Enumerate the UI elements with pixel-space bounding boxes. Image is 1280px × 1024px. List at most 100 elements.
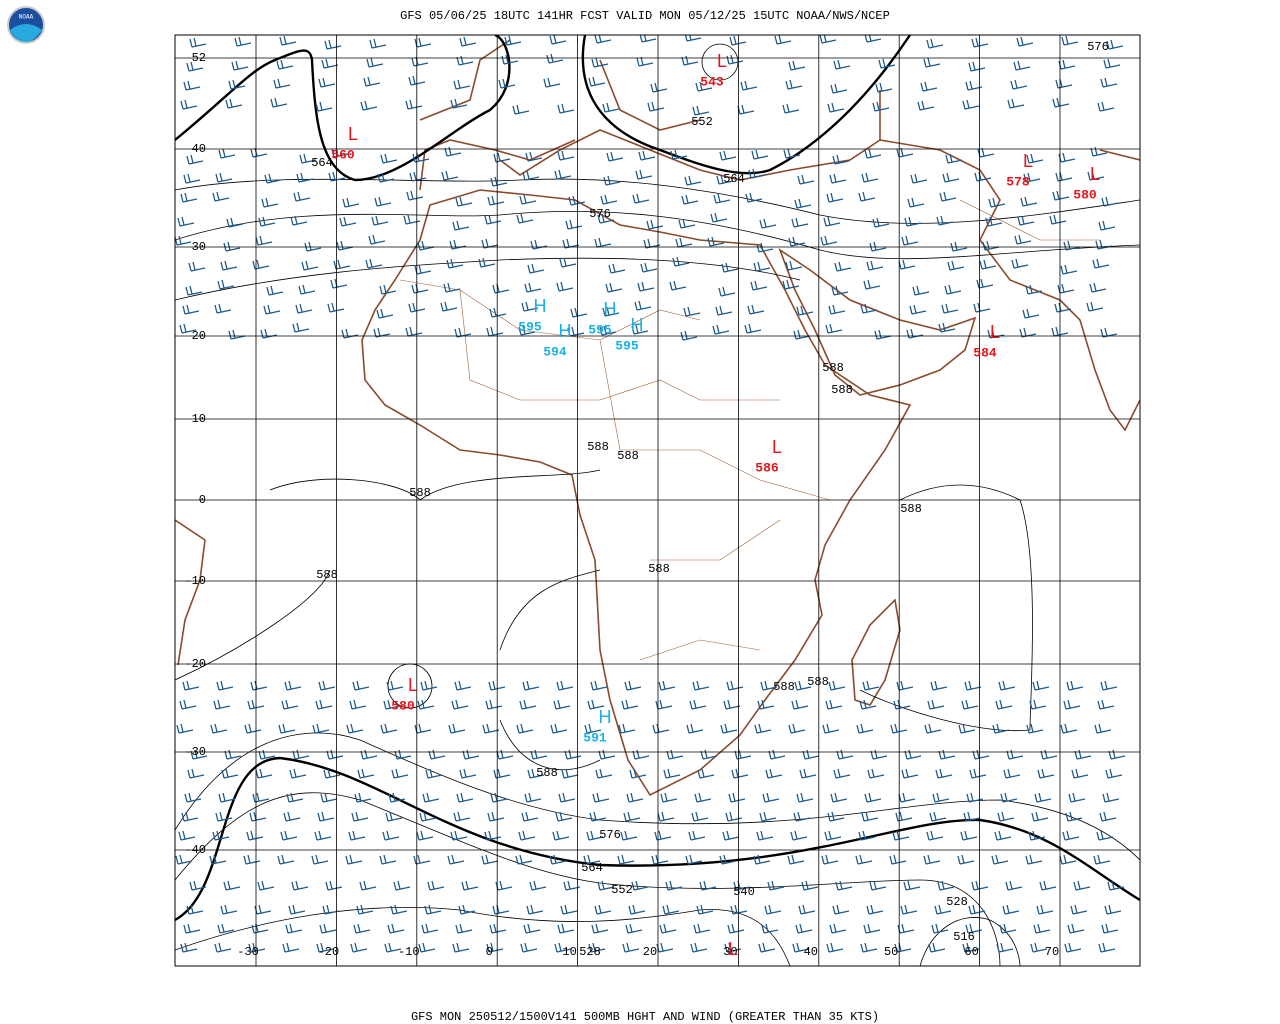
noaa-logo: NOAA: [7, 6, 45, 44]
wind-barb: [247, 699, 265, 710]
wind-barb: [934, 904, 952, 915]
wind-barb: [830, 792, 848, 803]
wind-barb: [594, 904, 612, 915]
wind-barb: [228, 79, 246, 90]
wind-barb: [366, 57, 384, 68]
wind-barb: [693, 923, 711, 934]
wind-barb: [878, 58, 896, 69]
wind-barb: [1092, 258, 1110, 269]
contour-label: 588: [822, 361, 844, 375]
wind-barb: [276, 59, 294, 70]
wind-barb: [1017, 215, 1035, 226]
wind-barb: [793, 329, 811, 340]
wind-barb: [1034, 792, 1052, 803]
wind-barb: [319, 923, 337, 934]
latitude-label: 0: [199, 493, 206, 507]
wind-barb: [669, 280, 687, 291]
wind-barb: [452, 220, 470, 231]
wind-barb: [441, 170, 459, 181]
wind-barb: [386, 680, 404, 691]
wind-barb: [1013, 60, 1031, 71]
wind-barb: [826, 942, 844, 953]
latitude-label: 30: [192, 240, 206, 254]
wind-barb: [421, 923, 439, 934]
wind-barb: [1106, 39, 1124, 50]
wind-barb: [760, 680, 778, 691]
wind-barb: [1103, 58, 1121, 69]
wind-barb: [226, 217, 244, 228]
wind-barb: [725, 811, 743, 822]
wind-barb: [214, 303, 232, 314]
wind-barb: [1105, 768, 1123, 779]
wind-barb: [450, 830, 468, 841]
wind-barb: [859, 699, 877, 710]
center-symbol: H: [559, 321, 572, 341]
wind-barb: [560, 904, 578, 915]
wind-barb: [866, 260, 884, 271]
longitude-label: 0: [486, 945, 493, 959]
wind-barb: [957, 854, 975, 865]
contour-label: 552: [691, 115, 713, 129]
wind-barb: [312, 723, 330, 734]
coastline-asia: [879, 139, 1140, 301]
wind-barb: [518, 325, 536, 336]
wind-barb: [289, 768, 307, 779]
wind-barb: [594, 237, 612, 248]
wind-barb: [589, 811, 607, 822]
wind-barb: [788, 60, 806, 71]
wind-barb: [264, 173, 282, 184]
wind-barb: [182, 304, 200, 315]
wind-barb: [336, 240, 354, 251]
wind-barb: [660, 792, 678, 803]
wind-barb: [320, 792, 338, 803]
wind-barb: [929, 811, 947, 822]
wind-barb: [527, 768, 545, 779]
wind-barb: [1101, 923, 1119, 934]
wind-barb: [557, 103, 575, 114]
wind-barb: [458, 904, 476, 915]
center-symbol: L: [717, 51, 727, 71]
wind-barb: [316, 942, 334, 953]
wind-barb: [493, 768, 511, 779]
center-value: 560: [331, 147, 355, 162]
wind-barb: [640, 262, 658, 273]
wind-barb: [797, 174, 815, 185]
wind-barb: [1066, 680, 1084, 691]
wind-barb: [213, 699, 231, 710]
wind-barb: [801, 880, 819, 891]
wind-barb: [314, 830, 332, 841]
wind-barb: [988, 197, 1006, 208]
wind-barb: [937, 880, 955, 891]
wind-barb: [932, 792, 950, 803]
wind-barbs: [175, 35, 1126, 953]
wind-barb: [383, 699, 401, 710]
contour-label: 588: [617, 449, 639, 463]
wind-barb: [1097, 101, 1115, 112]
wind-barb: [210, 723, 228, 734]
wind-barb: [351, 811, 369, 822]
wind-barb: [1093, 854, 1111, 865]
wind-barb: [971, 37, 989, 48]
wind-barb: [221, 768, 239, 779]
logo-text: NOAA: [19, 14, 34, 21]
wind-barb: [516, 723, 534, 734]
wind-barb: [999, 923, 1017, 934]
wind-barb: [369, 38, 387, 49]
wind-barb: [858, 191, 876, 202]
wind-barb: [515, 854, 533, 865]
coastline-madagascar: [851, 598, 901, 706]
wind-barb: [961, 699, 979, 710]
wind-barb: [584, 723, 602, 734]
wind-barb: [833, 59, 851, 70]
wind-barb: [720, 723, 738, 734]
wind-barb: [1101, 196, 1119, 207]
wind-barb: [1062, 830, 1080, 841]
wind-barb: [997, 811, 1015, 822]
wind-barb: [384, 942, 402, 953]
wind-barb: [299, 153, 317, 164]
center-symbol: L: [408, 675, 418, 695]
wind-barb: [220, 904, 238, 915]
wind-barb: [425, 768, 443, 779]
wind-barb: [186, 904, 204, 915]
wind-barb: [527, 263, 545, 274]
